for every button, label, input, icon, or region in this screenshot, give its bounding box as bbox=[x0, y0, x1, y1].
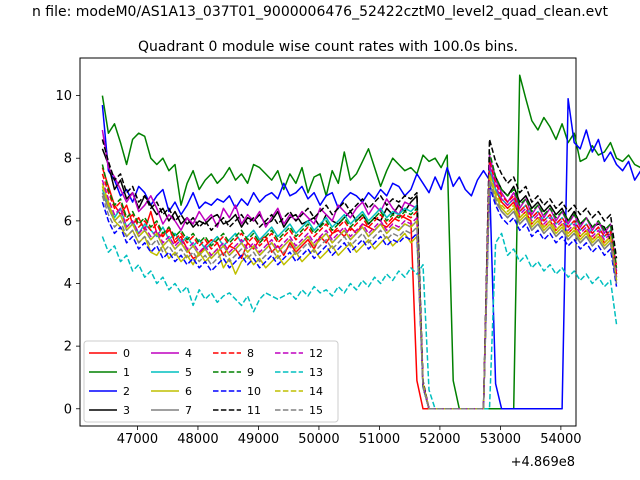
series-line-10 bbox=[101, 185, 618, 410]
legend-label: 6 bbox=[185, 385, 192, 398]
figure-suptitle: n file: modeM0/AS1A13_037T01_9000006476_… bbox=[32, 4, 609, 20]
series-line-2 bbox=[101, 97, 640, 410]
y-tick-label: 8 bbox=[64, 152, 72, 167]
series-line-1 bbox=[101, 74, 640, 410]
series-line-14 bbox=[101, 173, 618, 410]
legend-item-7: 7 bbox=[151, 404, 192, 417]
series-line-8 bbox=[101, 160, 618, 410]
legend-label: 12 bbox=[309, 347, 323, 360]
x-tick-label: 50000 bbox=[298, 432, 339, 447]
legend-label: 5 bbox=[185, 366, 192, 379]
series-line-12 bbox=[101, 163, 618, 410]
legend-item-11: 11 bbox=[213, 404, 261, 417]
legend-item-10: 10 bbox=[213, 385, 261, 398]
legend-label: 10 bbox=[247, 385, 261, 398]
chart-title: Quadrant 0 module wise count rates with … bbox=[138, 39, 518, 55]
legend-label: 9 bbox=[247, 366, 254, 379]
y-tick-label: 10 bbox=[55, 89, 72, 104]
legend-label: 13 bbox=[309, 366, 323, 379]
legend-item-5: 5 bbox=[151, 366, 192, 379]
legend-label: 11 bbox=[247, 404, 261, 417]
legend-item-3: 3 bbox=[89, 404, 130, 417]
y-tick-label: 4 bbox=[64, 277, 72, 292]
legend-item-4: 4 bbox=[151, 347, 192, 360]
series-line-6 bbox=[101, 176, 618, 410]
legend-item-14: 14 bbox=[275, 385, 323, 398]
x-tick-label: 48000 bbox=[177, 432, 218, 447]
legend-label: 4 bbox=[185, 347, 192, 360]
x-tick-label: 53000 bbox=[480, 432, 521, 447]
legend-item-15: 15 bbox=[275, 404, 323, 417]
legend-item-0: 0 bbox=[89, 347, 130, 360]
y-tick-label: 0 bbox=[64, 402, 72, 417]
series-line-13 bbox=[101, 232, 618, 410]
legend-item-9: 9 bbox=[213, 366, 254, 379]
legend-label: 14 bbox=[309, 385, 323, 398]
legend-label: 0 bbox=[123, 347, 130, 360]
x-offset-label: +4.869e8 bbox=[511, 455, 575, 470]
y-tick-label: 6 bbox=[64, 214, 72, 229]
series-line-11 bbox=[101, 138, 618, 410]
x-tick-label: 47000 bbox=[117, 432, 158, 447]
legend-label: 7 bbox=[185, 404, 192, 417]
legend-frame bbox=[83, 340, 339, 423]
legend-label: 3 bbox=[123, 404, 130, 417]
series-line-15 bbox=[101, 179, 618, 410]
series-line-4 bbox=[101, 129, 618, 410]
legend-item-1: 1 bbox=[89, 366, 130, 379]
y-tick-label: 2 bbox=[64, 340, 72, 355]
legend-item-12: 12 bbox=[275, 347, 323, 360]
legend-label: 15 bbox=[309, 404, 323, 417]
y-axis: 0 2 4 6 8 10 bbox=[55, 89, 80, 417]
x-tick-label: 54000 bbox=[540, 432, 581, 447]
legend-item-6: 6 bbox=[151, 385, 192, 398]
x-tick-label: 49000 bbox=[238, 432, 279, 447]
legend-label: 2 bbox=[123, 385, 130, 398]
series-layer bbox=[101, 74, 640, 410]
legend-item-8: 8 bbox=[213, 347, 254, 360]
legend-item-2: 2 bbox=[89, 385, 130, 398]
x-axis: 47000 48000 49000 50000 51000 52000 53000 54000 bbox=[117, 426, 582, 447]
legend-label: 8 bbox=[247, 347, 254, 360]
legend-label: 1 bbox=[123, 366, 130, 379]
series-line-9 bbox=[101, 151, 618, 410]
x-tick-label: 51000 bbox=[359, 432, 400, 447]
legend-item-13: 13 bbox=[275, 366, 323, 379]
x-tick-label: 52000 bbox=[419, 432, 460, 447]
